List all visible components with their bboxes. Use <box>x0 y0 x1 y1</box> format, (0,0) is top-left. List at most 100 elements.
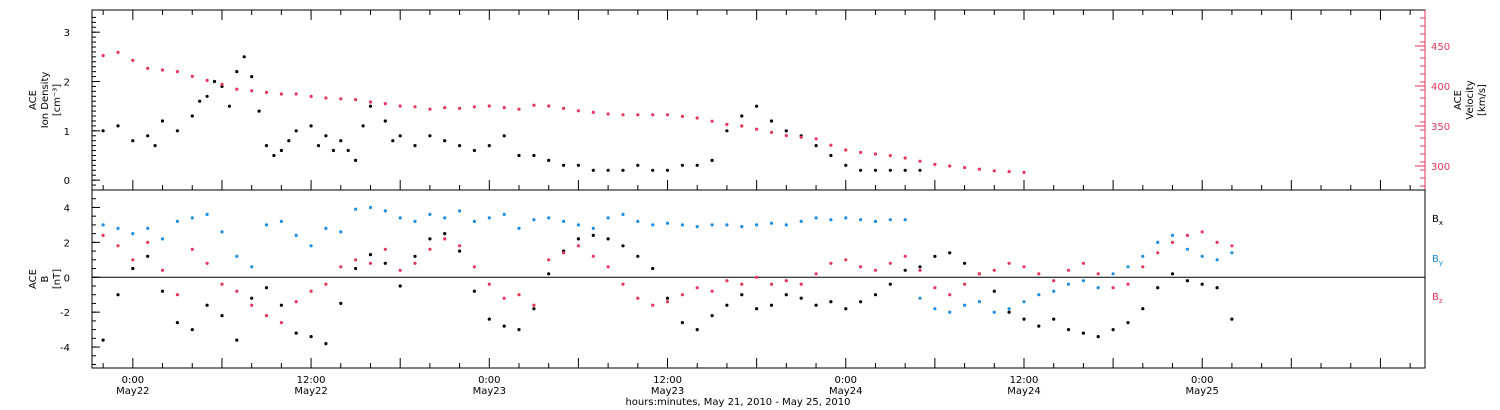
velocity-point-4 <box>160 68 165 72</box>
density-point-36 <box>443 139 447 143</box>
legend-by: By <box>1432 254 1443 267</box>
density-point-65 <box>873 168 878 172</box>
by-point-73 <box>1185 247 1189 251</box>
velocity-point-18 <box>368 100 373 104</box>
bz-point-65 <box>1066 268 1071 272</box>
time-tick-label-0: 0:00 <box>122 375 144 386</box>
by-point-61 <box>1007 307 1011 311</box>
density-point-6 <box>175 129 179 133</box>
by-point-48 <box>814 216 818 220</box>
by-point-36 <box>636 219 640 223</box>
bx-point-1 <box>116 293 120 297</box>
bz-point-26 <box>487 282 491 286</box>
density-point-23 <box>316 144 321 148</box>
by-point-19 <box>383 209 387 213</box>
bz-point-67 <box>1096 272 1100 276</box>
velocity-axis-label: ACE Velocity [km/s] <box>1453 80 1488 119</box>
density-point-26 <box>339 139 343 143</box>
by-point-3 <box>146 226 150 230</box>
by-point-10 <box>250 265 254 269</box>
velocity-point-22 <box>428 107 432 111</box>
bz-point-57 <box>948 293 952 297</box>
velocity-point-12 <box>279 92 283 96</box>
by-point-5 <box>175 219 179 223</box>
density-point-14 <box>242 55 246 59</box>
bx-point-9 <box>235 338 239 342</box>
bz-point-74 <box>1200 230 1204 234</box>
time-tick-label-5: 12:00 <box>1010 375 1039 386</box>
bx-point-46 <box>784 293 788 297</box>
bz-point-73 <box>1185 233 1189 237</box>
density-point-31 <box>383 119 387 123</box>
velocity-point-23 <box>443 106 447 110</box>
bx-point-69 <box>1126 321 1130 325</box>
bz-point-46 <box>784 279 788 283</box>
bz-point-6 <box>190 247 194 251</box>
bx-point-41 <box>710 314 714 318</box>
density-point-13 <box>235 70 239 74</box>
bx-point-11 <box>264 286 269 290</box>
density-point-44 <box>562 163 566 167</box>
velocity-point-54 <box>903 156 907 160</box>
bottom-panel-frame <box>91 189 1426 369</box>
bz-point-66 <box>1081 261 1085 265</box>
velocity-point-36 <box>636 113 640 117</box>
date-tick-label-5: May24 <box>1007 386 1040 397</box>
time-tick-label-6: 0:00 <box>1191 375 1213 386</box>
velocity-point-45 <box>769 130 774 134</box>
bx-point-21 <box>413 254 417 258</box>
by-point-34 <box>606 216 610 220</box>
bx-point-37 <box>651 266 655 271</box>
density-point-37 <box>458 144 462 148</box>
date-tick-label-6: May25 <box>1186 386 1219 397</box>
bz-point-15 <box>324 282 328 286</box>
velocity-tick-label-2: 400 <box>1431 82 1450 93</box>
bx-point-38 <box>665 296 670 300</box>
velocity-point-3 <box>146 66 150 70</box>
velocity-point-11 <box>264 90 269 94</box>
by-point-45 <box>769 221 774 225</box>
bx-point-71 <box>1156 286 1160 290</box>
bx-point-74 <box>1200 282 1204 286</box>
velocity-point-29 <box>532 103 536 107</box>
bz-point-63 <box>1037 272 1041 276</box>
by-point-46 <box>784 223 788 227</box>
bx-point-34 <box>606 237 610 241</box>
by-point-40 <box>695 225 699 229</box>
by-point-53 <box>888 218 892 222</box>
bz-point-50 <box>844 258 848 262</box>
velocity-point-27 <box>502 106 506 110</box>
bx-point-76 <box>1230 317 1234 321</box>
by-point-22 <box>428 212 432 216</box>
by-point-11 <box>264 223 269 227</box>
velocity-point-50 <box>844 148 848 152</box>
bz-point-75 <box>1215 240 1219 244</box>
velocity-point-35 <box>621 113 625 117</box>
bx-point-70 <box>1141 307 1145 311</box>
by-point-67 <box>1096 286 1100 290</box>
legend-bx-sub: x <box>1439 219 1443 227</box>
bx-point-10 <box>250 296 254 300</box>
density-point-56 <box>740 114 744 118</box>
velocity-point-53 <box>888 154 892 158</box>
bz-point-5 <box>175 293 179 297</box>
density-point-32 <box>391 139 395 143</box>
bz-point-76 <box>1230 244 1234 248</box>
bz-point-43 <box>740 282 744 286</box>
velocity-point-5 <box>175 70 179 74</box>
density-point-52 <box>680 163 685 167</box>
bx-point-25 <box>472 289 476 293</box>
bx-point-24 <box>458 249 462 253</box>
velocity-point-44 <box>755 127 759 131</box>
velocity-tick-label-0: 300 <box>1431 162 1450 173</box>
bx-point-30 <box>547 272 551 276</box>
bz-point-18 <box>368 261 373 265</box>
by-point-8 <box>220 230 224 234</box>
bx-point-0 <box>101 338 105 342</box>
bz-point-2 <box>131 258 135 262</box>
bz-point-28 <box>517 293 521 297</box>
bz-point-11 <box>264 314 269 318</box>
velocity-point-43 <box>740 124 744 128</box>
by-point-1 <box>116 226 120 230</box>
density-point-40 <box>502 134 506 138</box>
